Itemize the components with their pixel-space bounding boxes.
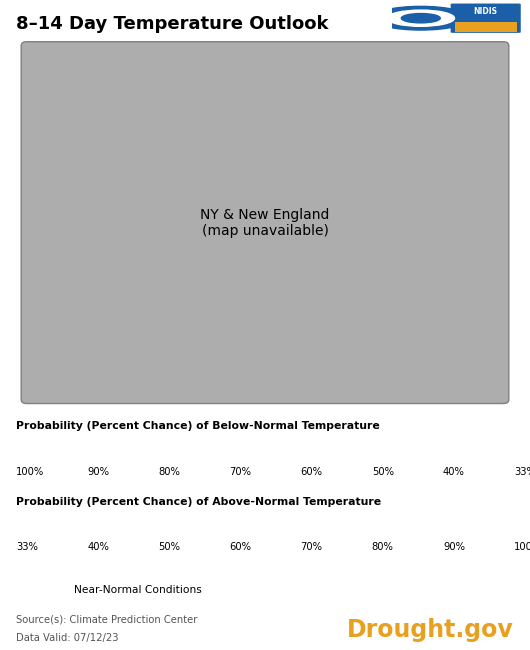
Text: NIDIS: NIDIS [474,7,498,16]
Circle shape [387,10,455,26]
Text: 40%: 40% [443,467,465,476]
FancyBboxPatch shape [21,42,509,404]
Text: 8–14 Day Temperature Outlook: 8–14 Day Temperature Outlook [16,15,329,33]
Text: 33%: 33% [16,542,38,552]
Text: 90%: 90% [443,542,465,552]
Text: 100%: 100% [16,467,44,476]
Text: Data Valid: 07/12/23: Data Valid: 07/12/23 [16,633,118,643]
Text: 80%: 80% [372,542,394,552]
Circle shape [372,6,470,30]
Text: 60%: 60% [229,542,251,552]
Text: 70%: 70% [301,542,323,552]
Text: Source(s): Climate Prediction Center: Source(s): Climate Prediction Center [16,615,197,625]
Text: 40%: 40% [87,542,109,552]
Text: Probability (Percent Chance) of Above-Normal Temperature: Probability (Percent Chance) of Above-No… [16,497,381,506]
Circle shape [401,14,440,23]
Text: Probability (Percent Chance) of Below-Normal Temperature: Probability (Percent Chance) of Below-No… [16,421,379,431]
Text: 70%: 70% [229,467,251,476]
Text: 50%: 50% [372,467,394,476]
Text: NY & New England
(map unavailable): NY & New England (map unavailable) [200,207,330,238]
Text: Drought.gov: Drought.gov [347,618,514,642]
Text: Near-Normal Conditions: Near-Normal Conditions [74,584,201,595]
FancyBboxPatch shape [455,22,517,32]
Text: 80%: 80% [158,467,180,476]
Text: 33%: 33% [514,467,530,476]
Text: 90%: 90% [87,467,109,476]
Text: 60%: 60% [301,467,323,476]
Text: 50%: 50% [158,542,180,552]
FancyBboxPatch shape [450,3,521,33]
Text: 100%: 100% [514,542,530,552]
